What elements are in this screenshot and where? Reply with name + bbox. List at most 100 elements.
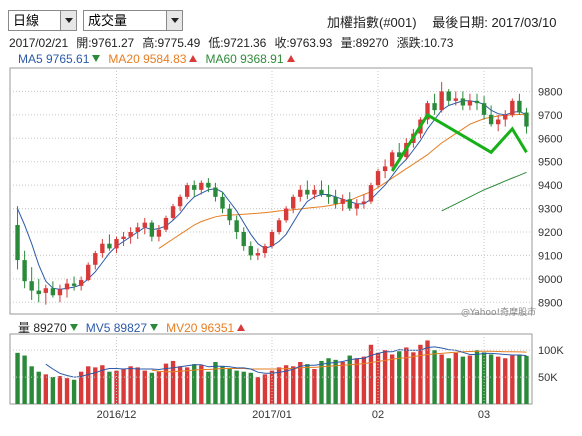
price-y-tick-label: 9100 [538,250,562,262]
volume-bar [248,372,253,404]
candle-body [524,112,529,127]
triangle-up-icon [286,55,295,62]
volume-bar [418,344,423,404]
vol-legend-item-label: MV5 89827 [85,321,148,335]
candle-body [121,236,126,240]
quote-date: 2017/02/21 [9,36,69,50]
annotation-zigzag [390,112,528,172]
price-y-tick-label: 9400 [538,180,562,192]
ma60-line [441,171,527,212]
volume-bar [305,364,310,404]
volume-bar [135,367,140,404]
volume-bar [114,370,119,404]
volume-bar [184,367,190,404]
period-select[interactable]: 日線 [8,10,77,31]
volume-bar [163,363,169,404]
latest-date: 最後日期: 2017/03/10 [432,15,557,30]
candle-body [156,229,162,237]
volume-bar [43,374,48,404]
vol-legend-item-1: MV5 89827 [85,321,159,335]
price-y-tick-label: 9000 [538,274,562,286]
indicator-select-value: 成交量 [88,13,128,28]
volume-bar [460,356,466,404]
price-plot-frame [9,67,533,315]
volume-bar [100,365,105,404]
volume-bar [227,369,232,404]
volume-bar [389,354,395,404]
candle-body [276,220,282,232]
ma-legend-item-1: MA20 9584.83 [108,52,198,66]
candle-body [128,232,133,237]
volume-bar [354,358,360,404]
candle-body [107,243,112,249]
volume-bar [213,362,218,404]
candle-body [163,217,169,230]
volume-bar [517,354,522,404]
volume-bar [326,358,331,404]
quote-change: 漲跌:10.73 [396,36,454,50]
candle-body [220,196,225,209]
candle-body [510,100,515,115]
candle-body [135,227,140,232]
candle-body [255,253,261,256]
candle-body [361,201,367,204]
candle-body [305,189,310,195]
candle-body [192,185,197,190]
candle-body [50,288,56,296]
volume-bar [57,376,63,404]
candle-body [43,288,48,293]
vol-legend-item-label: MV20 96351 [166,321,235,335]
ma-legend-item-0: MA5 9765.61 [18,52,101,66]
candle-body [432,103,437,111]
volume-bar [262,374,268,404]
candle-body [213,187,218,197]
x-tick-label: 03 [478,409,490,421]
volume-y-tick-label: 50K [538,372,558,384]
volume-bar [177,366,183,404]
candle-body [93,253,98,265]
triangle-down-icon [150,324,159,331]
volume-bar [192,364,197,404]
volume-bar [340,362,345,404]
quote-volume: 量:89270 [340,36,389,50]
candle-body [241,232,246,247]
volume-y-tick-label: 100K [538,345,564,357]
volume-bar [36,371,41,404]
indicator-select[interactable]: 成交量 [83,10,183,31]
watermark: @Yahoo!奇摩股市 [461,306,536,318]
volume-bar [220,366,225,404]
chevron-down-icon[interactable] [166,11,182,30]
volume-bar [142,370,147,404]
volume-bar [439,354,444,404]
volume-bar [411,352,416,404]
price-y-tick-label: 9700 [538,110,562,122]
candle-body [291,196,296,209]
volume-bar [453,352,458,404]
candle-body [453,98,458,101]
volume-bar [467,355,473,404]
candle-body [503,114,508,120]
period-select-value: 日線 [13,13,40,28]
candle-body [460,98,466,106]
candle-body [517,100,522,113]
volume-bar [199,365,204,404]
x-tick-label: 2016/12 [97,409,137,421]
mv5-line [45,346,527,378]
candle-body [184,185,190,197]
chevron-down-icon[interactable] [60,11,76,30]
volume-bar [22,355,27,404]
candle-body [149,222,155,237]
price-y-tick-label: 8900 [538,297,562,309]
candle-body [340,199,345,204]
candle-body [382,166,388,172]
vol-legend-item-2: MV20 96351 [166,321,246,335]
ma-legend-item-label: MA5 9765.61 [18,52,90,66]
volume-bar [524,355,529,404]
volume-bar [149,372,155,404]
volume-bar [368,344,374,404]
volume-bar [128,366,133,404]
volume-bar [170,360,176,404]
volume-bar [241,371,246,404]
volume-bar [474,350,480,404]
